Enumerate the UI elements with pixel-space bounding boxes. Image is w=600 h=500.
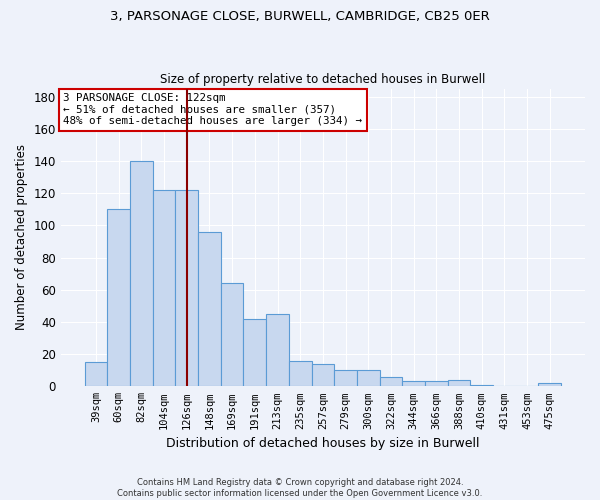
Bar <box>538 383 561 386</box>
Bar <box>448 380 470 386</box>
Bar <box>403 382 425 386</box>
Bar <box>425 382 448 386</box>
Bar <box>289 360 311 386</box>
Bar <box>311 364 334 386</box>
Bar <box>198 232 221 386</box>
Bar <box>244 318 266 386</box>
Bar <box>152 190 175 386</box>
Bar <box>221 284 244 387</box>
Bar <box>107 210 130 386</box>
Text: 3 PARSONAGE CLOSE: 122sqm
← 51% of detached houses are smaller (357)
48% of semi: 3 PARSONAGE CLOSE: 122sqm ← 51% of detac… <box>64 93 362 126</box>
Bar <box>266 314 289 386</box>
Y-axis label: Number of detached properties: Number of detached properties <box>15 144 28 330</box>
X-axis label: Distribution of detached houses by size in Burwell: Distribution of detached houses by size … <box>166 437 479 450</box>
Text: Contains HM Land Registry data © Crown copyright and database right 2024.
Contai: Contains HM Land Registry data © Crown c… <box>118 478 482 498</box>
Bar <box>85 362 107 386</box>
Bar <box>175 190 198 386</box>
Bar <box>130 161 152 386</box>
Title: Size of property relative to detached houses in Burwell: Size of property relative to detached ho… <box>160 73 485 86</box>
Bar <box>380 376 403 386</box>
Text: 3, PARSONAGE CLOSE, BURWELL, CAMBRIDGE, CB25 0ER: 3, PARSONAGE CLOSE, BURWELL, CAMBRIDGE, … <box>110 10 490 23</box>
Bar <box>357 370 380 386</box>
Bar <box>470 384 493 386</box>
Bar <box>334 370 357 386</box>
